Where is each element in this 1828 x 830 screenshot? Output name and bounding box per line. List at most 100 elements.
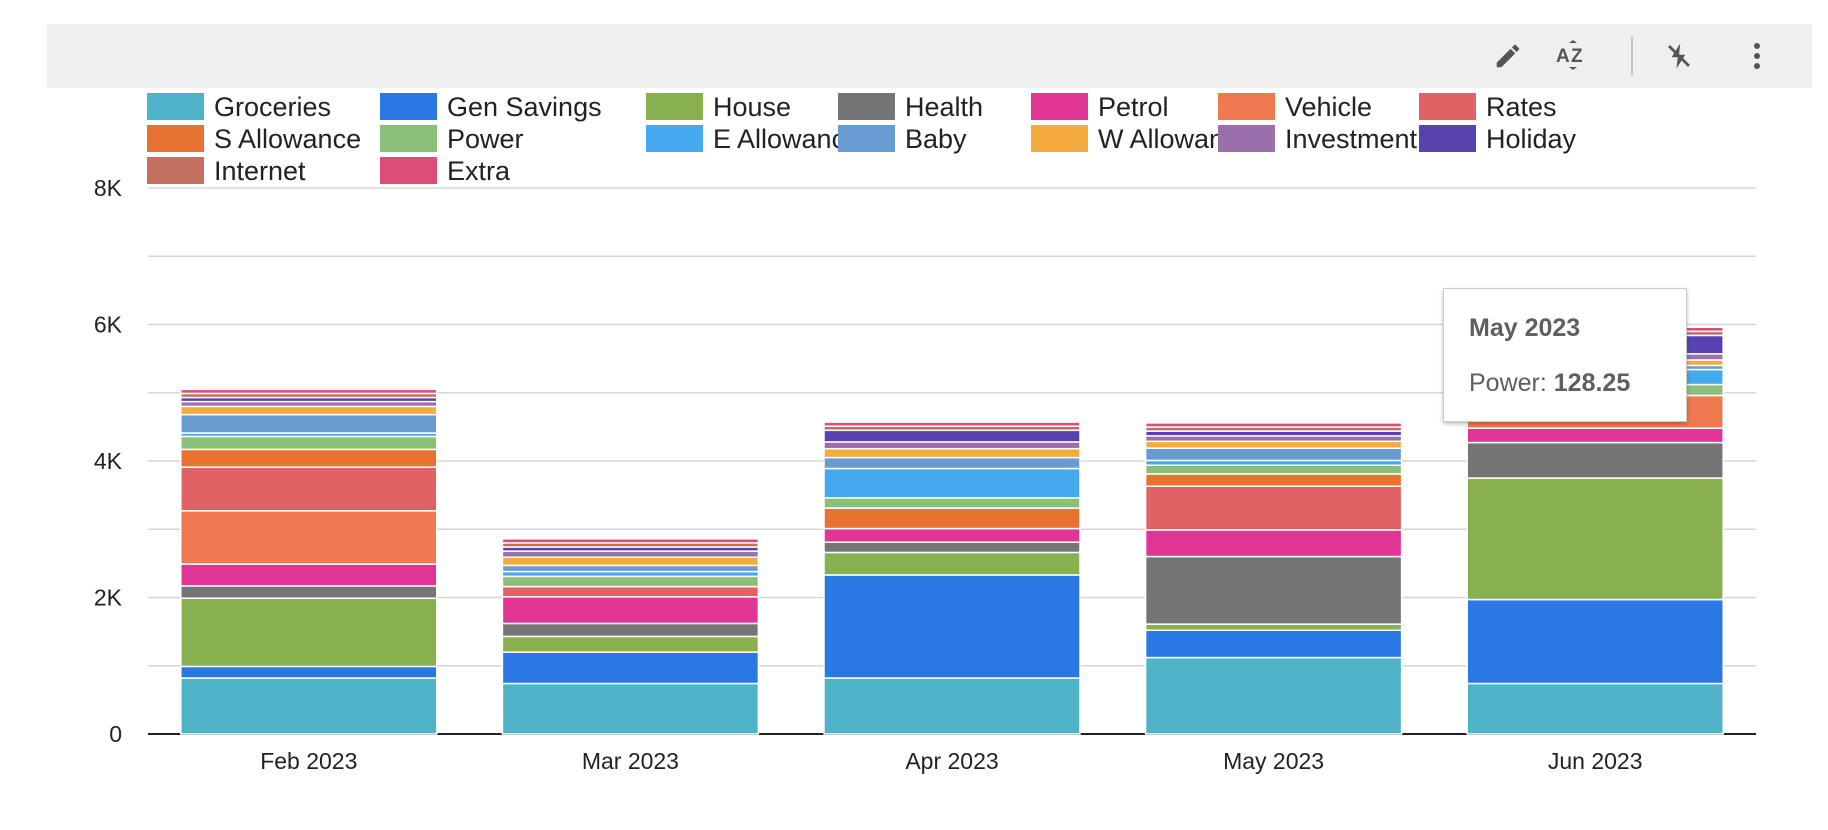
bar-segment[interactable] xyxy=(823,497,1081,509)
bar-segment[interactable] xyxy=(823,551,1081,576)
x-tick-label: Jun 2023 xyxy=(1548,748,1643,774)
bar-segment[interactable] xyxy=(501,585,760,598)
bar-segment[interactable] xyxy=(1466,682,1724,735)
bar-segment[interactable] xyxy=(823,677,1081,735)
bar-segment[interactable] xyxy=(1144,440,1403,449)
bar-segment[interactable] xyxy=(823,441,1081,450)
bar-segment[interactable] xyxy=(823,527,1081,543)
bar-segment[interactable] xyxy=(180,510,438,565)
legend-swatch xyxy=(838,125,895,152)
bar-segment[interactable] xyxy=(1466,427,1724,444)
bar-segment[interactable] xyxy=(823,447,1081,459)
legend-label[interactable]: Internet xyxy=(214,156,306,186)
bar-segment[interactable] xyxy=(1466,441,1724,479)
bar-segment[interactable] xyxy=(180,448,438,468)
bar-segment[interactable] xyxy=(180,585,438,599)
bar-segment[interactable] xyxy=(501,550,760,558)
tooltip: May 2023 Power: 128.25 xyxy=(1443,288,1687,422)
bar-segment[interactable] xyxy=(1144,555,1403,625)
bar-segment[interactable] xyxy=(1144,464,1403,475)
tooltip-title: May 2023 xyxy=(1469,314,1581,342)
y-tick-label: 2K xyxy=(94,585,123,611)
bar-segment[interactable] xyxy=(501,575,760,588)
bar-segment[interactable] xyxy=(501,556,760,567)
legend-label[interactable]: Gen Savings xyxy=(447,92,602,122)
y-tick-label: 0 xyxy=(109,721,122,747)
legend-label[interactable]: House xyxy=(713,92,791,122)
legend-label[interactable]: Petrol xyxy=(1098,92,1169,122)
legend-swatch xyxy=(646,93,703,120)
bar-segment[interactable] xyxy=(823,574,1081,679)
legend-swatch xyxy=(838,93,895,120)
x-tick-label: May 2023 xyxy=(1223,748,1324,774)
bar-segment[interactable] xyxy=(180,677,438,735)
y-tick-label: 6K xyxy=(94,312,123,338)
sort-az-icon[interactable]: A Z xyxy=(1552,36,1592,76)
bar-segment[interactable] xyxy=(180,388,438,395)
bar-segment[interactable] xyxy=(501,635,760,653)
legend-swatch xyxy=(1419,125,1476,152)
bar-segment[interactable] xyxy=(180,413,438,434)
bar-segment[interactable] xyxy=(501,564,760,573)
bar-segment[interactable] xyxy=(501,538,760,544)
bar-segment[interactable] xyxy=(823,421,1081,427)
bar-segment[interactable] xyxy=(823,456,1081,470)
legend-swatch xyxy=(1218,125,1275,152)
bar-segment[interactable] xyxy=(180,597,438,668)
bar-segment[interactable] xyxy=(180,466,438,512)
svg-text:Z: Z xyxy=(1571,46,1583,67)
legend-label[interactable]: Vehicle xyxy=(1285,92,1372,122)
legend-label[interactable]: Groceries xyxy=(214,92,331,122)
legend-label[interactable]: S Allowance xyxy=(214,124,361,154)
legend-label[interactable]: E Allowance xyxy=(713,124,860,154)
bar-segment[interactable] xyxy=(1144,422,1403,428)
legend-swatch xyxy=(380,93,437,120)
legend-swatch xyxy=(380,157,437,184)
y-tick-label: 4K xyxy=(94,448,123,474)
bar-segment[interactable] xyxy=(1466,598,1724,685)
legend-label[interactable]: Investment xyxy=(1285,124,1418,154)
bar-segment[interactable] xyxy=(1144,656,1403,735)
x-axis: Feb 2023 Mar 2023 Apr 2023 May 2023 Jun 2023 xyxy=(260,748,1642,774)
bar-segment[interactable] xyxy=(1144,473,1403,488)
pencil-icon[interactable] xyxy=(1488,36,1528,76)
legend-label[interactable]: Holiday xyxy=(1486,124,1577,154)
bar-segment[interactable] xyxy=(1466,477,1724,601)
legend-label[interactable]: Health xyxy=(905,92,983,122)
legend-swatch xyxy=(147,125,204,152)
x-tick-label: Feb 2023 xyxy=(260,748,357,774)
bar-segment[interactable] xyxy=(1144,435,1403,443)
legend-label[interactable]: Baby xyxy=(905,124,967,154)
bar-segment[interactable] xyxy=(823,541,1081,554)
bar-segment[interactable] xyxy=(501,596,760,625)
flash-off-icon[interactable] xyxy=(1659,36,1699,76)
chart-toolbar: A Z xyxy=(47,24,1812,88)
bar-segment[interactable] xyxy=(1144,485,1403,531)
legend-swatch xyxy=(1218,93,1275,120)
bar-segment[interactable] xyxy=(180,435,438,451)
bar-segment[interactable] xyxy=(823,429,1081,443)
bar-segment[interactable] xyxy=(180,665,438,679)
bar-segment[interactable] xyxy=(1144,529,1403,558)
x-tick-label: Mar 2023 xyxy=(582,748,679,774)
bar-segment[interactable] xyxy=(1144,623,1403,632)
tooltip-value: 128.25 xyxy=(1553,369,1631,397)
bar-segment[interactable] xyxy=(823,467,1081,499)
bar-segment[interactable] xyxy=(1144,447,1403,462)
svg-text:A: A xyxy=(1556,46,1570,67)
legend-label[interactable]: Extra xyxy=(447,156,511,186)
y-tick-label: 8K xyxy=(94,175,123,201)
bar-segment[interactable] xyxy=(180,563,438,587)
more-vert-icon[interactable] xyxy=(1737,36,1777,76)
bar-segment[interactable] xyxy=(180,405,438,416)
bar-segment[interactable] xyxy=(501,622,760,638)
bar-segment[interactable] xyxy=(501,682,760,735)
bar-segment[interactable] xyxy=(823,507,1081,530)
legend-swatch xyxy=(147,157,204,184)
bar-segment[interactable] xyxy=(501,651,760,685)
legend-label[interactable]: Rates xyxy=(1486,92,1557,122)
bar-segment[interactable] xyxy=(1144,629,1403,659)
y-axis: 0 2K 4K 6K 8K xyxy=(94,175,123,747)
legend-label[interactable]: Power xyxy=(447,124,524,154)
